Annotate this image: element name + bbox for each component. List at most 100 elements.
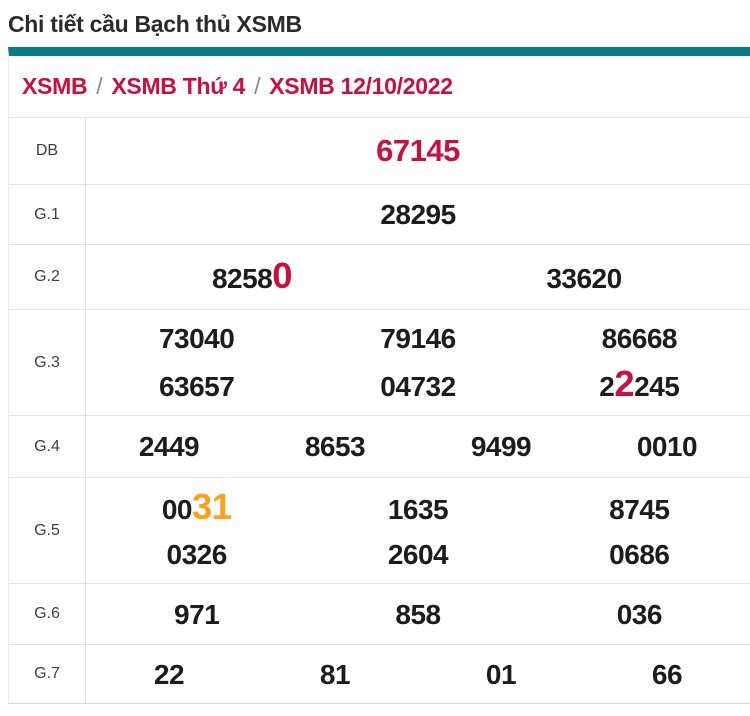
digit-segment: 8653: [304, 431, 366, 462]
prize-label: G.5: [9, 478, 86, 583]
prize-line: 2449 8653 9499 0010: [86, 429, 750, 464]
prize-values: 22 81 01 66: [86, 645, 750, 703]
highlight-digit: 67145: [376, 132, 460, 168]
prize-number: 04732: [307, 369, 528, 404]
prize-number: 0326: [86, 537, 307, 572]
result-panel: XSMB / XSMB Thứ 4 / XSMB 12/10/2022 DB 67145 G…: [8, 47, 750, 704]
prize-number: 2604: [307, 537, 528, 572]
prize-line: 82580 33620: [86, 255, 750, 296]
digit-segment: 0010: [636, 431, 698, 462]
digit-segment: 2: [599, 370, 615, 402]
digit-segment: 63657: [158, 370, 235, 402]
prize-label: G.1: [9, 185, 86, 244]
digit-segment: 66: [651, 658, 683, 690]
prize-number: 2449: [86, 429, 252, 464]
prize-label: G.4: [9, 416, 86, 477]
highlight-digit: 31: [192, 486, 232, 528]
prize-number: 33620: [418, 261, 750, 296]
prize-line: 22 81 01 66: [86, 657, 750, 692]
digit-segment: 28295: [380, 199, 456, 230]
prize-number: 22: [86, 657, 252, 692]
prize-number: 1635: [307, 492, 528, 527]
digit-segment: 1635: [387, 494, 449, 526]
prize-label: G.7: [9, 645, 86, 703]
prize-line: 67145: [86, 132, 750, 171]
digit-segment: 04732: [380, 370, 456, 402]
prize-values: 73040 79146 86668 63657 04732 22245: [86, 310, 750, 415]
prize-row-g1: G.1 28295: [9, 184, 750, 244]
prize-number: 28295: [86, 197, 750, 232]
prize-label: G.2: [9, 245, 86, 309]
prize-number: 82580: [86, 255, 418, 296]
prize-number: 86668: [529, 321, 750, 356]
breadcrumb-separator: /: [96, 73, 103, 99]
digit-segment: 79146: [380, 323, 456, 355]
digit-segment: 81: [319, 658, 351, 690]
prize-table: DB 67145 G.1 28295 G.2 82580 33620 G.3 73040 7914…: [9, 118, 750, 703]
prize-number: 67145: [86, 132, 750, 171]
digit-segment: 245: [634, 370, 680, 402]
prize-number: 8745: [529, 492, 750, 527]
prize-line: 73040 79146 86668: [86, 321, 750, 356]
prize-line: 971 858 036: [86, 597, 750, 632]
highlight-digit: 2: [614, 362, 635, 404]
prize-label: G.3: [9, 310, 86, 415]
digit-segment: 33620: [546, 263, 622, 294]
prize-values: 971 858 036: [86, 584, 750, 644]
digit-segment: 86668: [601, 323, 678, 355]
digit-segment: 2604: [387, 538, 449, 570]
prize-label: DB: [9, 118, 86, 184]
digit-segment: 01: [485, 658, 517, 690]
prize-line: 0326 2604 0686: [86, 537, 750, 572]
prize-values: 28295: [86, 185, 750, 244]
prize-row-g6: G.6 971 858 036: [9, 583, 750, 644]
prize-number: 0686: [529, 537, 750, 572]
prize-row-g5: G.5 0031 1635 8745 0326 2604 0686: [9, 477, 750, 583]
prize-values: 2449 8653 9499 0010: [86, 416, 750, 477]
digit-segment: 9499: [470, 431, 532, 462]
prize-values: 0031 1635 8745 0326 2604 0686: [86, 478, 750, 583]
breadcrumb-link[interactable]: XSMB 12/10/2022: [269, 73, 453, 99]
prize-number: 0010: [584, 429, 750, 464]
digit-segment: 2449: [138, 431, 200, 462]
digit-segment: 22: [153, 658, 185, 690]
prize-row-g2: G.2 82580 33620: [9, 244, 750, 309]
digit-segment: 8745: [609, 494, 670, 526]
page-title: Chi tiết cầu Bạch thủ XSMB: [8, 11, 302, 37]
digit-segment: 8258: [211, 263, 273, 294]
prize-number: 971: [86, 597, 307, 632]
prize-values: 67145: [86, 118, 750, 184]
digit-segment: 73040: [158, 323, 235, 355]
prize-number: 79146: [307, 321, 528, 356]
prize-row-g3: G.3 73040 79146 86668 63657 04732 22245: [9, 309, 750, 415]
digit-segment: 0686: [609, 538, 670, 570]
digit-segment: 858: [395, 598, 441, 630]
prize-line: 0031 1635 8745: [86, 489, 750, 527]
prize-number: 81: [252, 657, 418, 692]
prize-number: 9499: [418, 429, 584, 464]
prize-number: 22245: [529, 362, 750, 404]
prize-row-g4: G.4 2449 8653 9499 0010: [9, 415, 750, 477]
prize-label: G.6: [9, 584, 86, 644]
digit-segment: 036: [616, 598, 663, 630]
digit-segment: 971: [174, 598, 220, 630]
breadcrumb-separator: /: [254, 73, 261, 99]
digit-segment: 00: [161, 494, 193, 526]
prize-line: 28295: [86, 197, 750, 232]
highlight-digit: 0: [272, 255, 293, 296]
prize-line: 63657 04732 22245: [86, 362, 750, 404]
prize-row-db: DB 67145: [9, 118, 750, 184]
prize-number: 63657: [86, 369, 307, 404]
prize-number: 036: [529, 597, 750, 632]
prize-number: 8653: [252, 429, 418, 464]
prize-number: 66: [584, 657, 750, 692]
prize-number: 858: [307, 597, 528, 632]
prize-number: 0031: [86, 489, 307, 527]
prize-values: 82580 33620: [86, 245, 750, 309]
breadcrumb: XSMB / XSMB Thứ 4 / XSMB 12/10/2022: [9, 56, 750, 118]
prize-row-g7: G.7 22 81 01 66: [9, 644, 750, 703]
prize-number: 01: [418, 657, 584, 692]
digit-segment: 0326: [166, 538, 228, 570]
breadcrumb-link[interactable]: XSMB: [22, 73, 88, 99]
breadcrumb-link[interactable]: XSMB Thứ 4: [111, 73, 246, 99]
